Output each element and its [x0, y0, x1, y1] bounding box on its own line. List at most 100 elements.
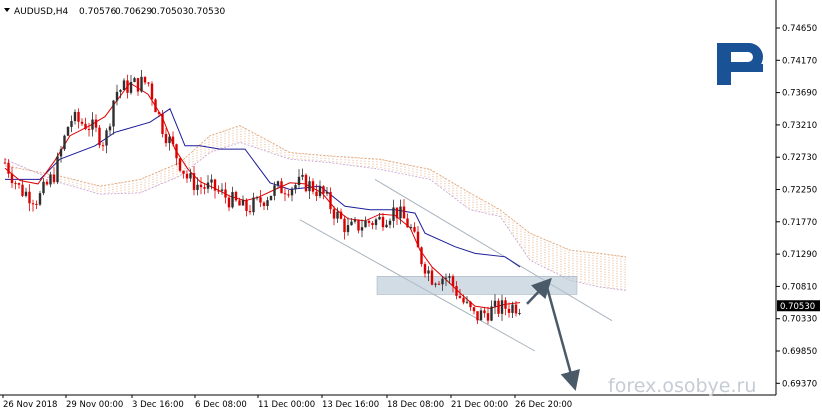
candle-body: [420, 247, 423, 265]
candle-body: [301, 174, 304, 177]
support-zone-rect: [376, 276, 578, 295]
candle-body: [385, 224, 388, 228]
candle-body: [248, 211, 252, 213]
candle-body: [77, 111, 80, 122]
candle-body: [269, 195, 273, 201]
candle-body: [91, 119, 94, 130]
candle-body: [196, 184, 199, 190]
candle-body: [10, 173, 14, 184]
candle-body: [378, 216, 381, 220]
candle-body: [511, 304, 514, 313]
current-price-box: [777, 300, 820, 312]
candle-body: [469, 301, 472, 308]
price-tick-label: 0.74650: [782, 24, 817, 34]
price-tick-label: 0.74170: [782, 56, 817, 66]
candle-body: [129, 81, 133, 93]
candle-body: [280, 181, 283, 194]
ichimoku-cloud: [4, 125, 627, 291]
candle-body: [483, 310, 486, 314]
time-tick-label: 26 Nov 2018: [3, 400, 57, 410]
senkou-span-a: [4, 125, 627, 258]
candle-body: [493, 300, 497, 307]
candle-body: [234, 192, 238, 201]
candle-body: [353, 219, 357, 222]
candle-body: [374, 219, 378, 226]
candle-body: [199, 184, 203, 188]
candle-body: [416, 231, 420, 248]
candle-body: [259, 197, 262, 203]
candle-body: [171, 136, 175, 145]
candle-body: [3, 162, 7, 164]
candle-body: [7, 162, 10, 174]
candle-body: [35, 203, 38, 205]
candle-body: [462, 297, 465, 303]
time-tick-label: 13 Dec 16:00: [322, 400, 379, 410]
candle-body: [21, 184, 24, 196]
senkou-span-b: [4, 141, 627, 291]
candle-body: [73, 111, 77, 122]
candle-body: [192, 173, 196, 190]
candle-body: [108, 126, 112, 131]
dropdown-triangle-icon[interactable]: [4, 8, 10, 12]
candle-body: [395, 207, 399, 219]
kijun-sen-line: [5, 108, 521, 268]
candle-body: [444, 277, 448, 279]
candle-body: [49, 174, 52, 185]
forecast-arrow-up: [526, 277, 552, 305]
current-price-label: 0.70530: [780, 302, 815, 312]
candle-body: [497, 300, 500, 314]
candle-body: [325, 191, 329, 194]
candle-body: [203, 187, 206, 189]
candle-body: [66, 126, 70, 136]
time-tick-label: 26 Dec 20:00: [515, 400, 572, 410]
candle-body: [140, 76, 143, 92]
candle-body: [276, 181, 280, 186]
price-tick-label: 0.73210: [782, 121, 817, 131]
candle-body: [413, 227, 416, 232]
candle-body: [217, 190, 220, 192]
candle-body: [175, 144, 178, 159]
candle-body: [371, 222, 374, 226]
candle-body: [224, 189, 227, 198]
candle-body: [185, 173, 189, 179]
candle-body: [161, 113, 164, 134]
candle-body: [357, 219, 360, 231]
candle-body: [500, 300, 504, 314]
candle-body: [476, 311, 479, 321]
candle-body: [346, 225, 350, 233]
candle-body: [308, 181, 311, 192]
chart-header: AUDUSD,H4 0.70576 0.70629 0.70503 0.7053…: [4, 7, 225, 17]
candle-body: [105, 130, 108, 146]
candle-body: [206, 182, 210, 189]
candle-body: [143, 76, 147, 83]
candle-body: [448, 276, 451, 278]
roboforex-logo-icon: [717, 43, 763, 85]
candle-body: [381, 216, 385, 228]
candle-body: [406, 218, 409, 228]
candle-body: [350, 221, 353, 226]
candle-body: [367, 220, 371, 223]
candle-body: [84, 123, 87, 130]
candle-body: [311, 181, 315, 192]
candle-body: [17, 183, 21, 185]
candle-body: [164, 133, 168, 144]
candle-body: [213, 179, 217, 191]
candle-body: [238, 200, 241, 206]
candle-body: [266, 200, 269, 207]
candle-body: [434, 283, 437, 285]
candle-body: [98, 127, 101, 146]
candle-body: [297, 176, 301, 186]
forecast-arrow-down: [545, 286, 580, 391]
candle-body: [343, 218, 346, 233]
candle-body: [252, 197, 255, 213]
candle-body: [490, 306, 493, 321]
time-tick-label: 21 Dec 00:00: [451, 400, 508, 410]
ohlc-high: 0.70629: [115, 7, 152, 17]
candle-body: [24, 191, 28, 196]
candle-body: [273, 185, 276, 196]
candle-body: [504, 300, 507, 309]
candle-body: [518, 313, 521, 315]
candle-body: [157, 112, 161, 114]
